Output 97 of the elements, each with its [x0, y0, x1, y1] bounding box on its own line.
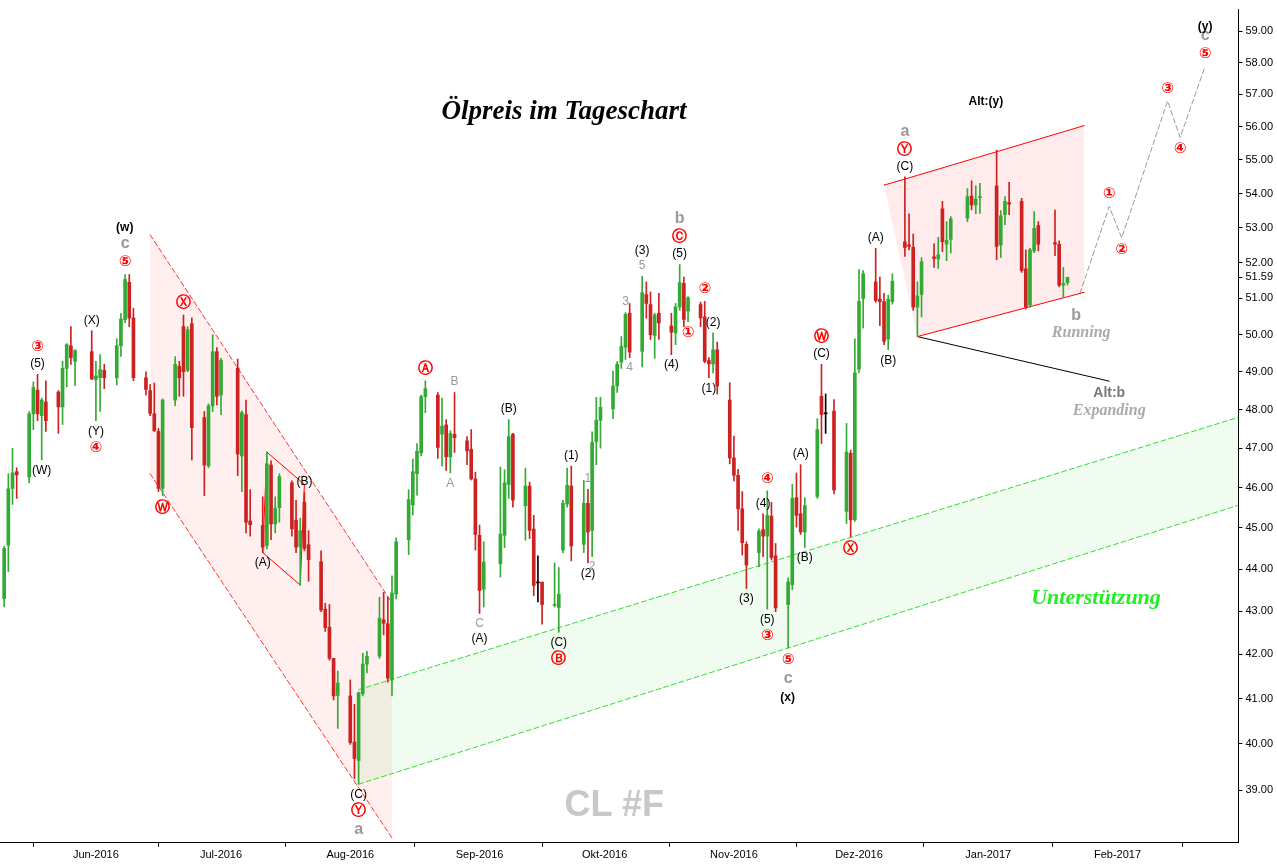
annotation: ⑤: [1198, 44, 1212, 63]
y-tick-label: 56.00: [1245, 119, 1273, 132]
annotation: ④: [760, 468, 774, 487]
annotation: b: [674, 209, 685, 227]
annotation: ②: [698, 279, 712, 298]
annotation: (A): [254, 555, 271, 570]
annotation: Expanding: [1071, 400, 1146, 419]
annotation: ③: [1161, 78, 1174, 97]
annotation: (C): [550, 635, 568, 650]
annotation: B: [450, 374, 459, 389]
annotation: a: [354, 820, 364, 838]
annotation: (A): [867, 230, 884, 245]
y-tick-label: 59.00: [1245, 24, 1273, 37]
annotation: Alt:(y): [968, 94, 1004, 109]
x-tick-label: Aug-2016: [326, 848, 375, 861]
annotation: ⑤: [781, 649, 795, 668]
y-tick-label: 52.00: [1245, 255, 1273, 268]
y-tick-label: 47.00: [1245, 441, 1273, 454]
y-tick-label: 42.00: [1245, 647, 1273, 660]
x-tick-label: Jun-2016: [72, 848, 119, 861]
y-tick-label: 44.00: [1245, 562, 1273, 575]
x-tick-label: Okt-2016: [582, 848, 628, 861]
annotation: (Y): [87, 423, 104, 438]
annotation: Ⓧ: [175, 292, 191, 311]
y-tick-label: 50.00: [1245, 327, 1273, 340]
annotation: (5): [672, 246, 688, 261]
annotation: (C): [896, 158, 914, 173]
annotation: ③: [760, 626, 774, 645]
annotation: (B): [296, 474, 313, 489]
annotation: ①: [1102, 184, 1116, 203]
annotation: ④: [89, 437, 103, 456]
x-tick-label: Jul-2016: [199, 848, 243, 861]
annotation: c: [783, 668, 793, 686]
annotation: (4): [664, 357, 679, 372]
y-tick-label: 43.00: [1245, 604, 1273, 617]
annotation: (W): [32, 462, 52, 477]
annotation: (3): [739, 591, 754, 606]
x-tick-label: Dez-2016: [835, 848, 883, 861]
y-tick-label: 57.00: [1245, 87, 1273, 100]
annotation: Ⓨ: [897, 139, 913, 158]
annotation: 4: [626, 360, 634, 375]
annotation: (x): [780, 690, 795, 705]
annotation: (w): [116, 220, 134, 235]
annotation: Running: [1050, 323, 1111, 342]
annotation: ③: [31, 337, 44, 356]
annotation: (2): [705, 314, 721, 329]
annotation: Ⓧ: [843, 538, 859, 557]
annotation: (3): [634, 243, 650, 258]
annotation: Alt:b: [1093, 383, 1126, 400]
annotation: Unterstützung: [1031, 584, 1161, 610]
annotation: (5): [759, 611, 775, 626]
annotation: Ⓑ: [551, 649, 567, 668]
y-tick-label: 54.00: [1245, 186, 1273, 199]
y-tick-label: 49.00: [1245, 364, 1273, 377]
y-tick-label: 48.00: [1245, 402, 1273, 415]
annotation: (B): [796, 550, 813, 565]
y-tick-label: 40.00: [1245, 736, 1273, 749]
x-tick-label: Feb-2017: [1094, 848, 1142, 861]
annotation: Ⓐ: [417, 358, 433, 377]
annotation: ①: [681, 323, 695, 342]
y-tick-label: 51.00: [1245, 291, 1273, 304]
annotation: (A): [471, 631, 488, 646]
x-tick-label: Jan-2017: [965, 848, 1012, 861]
annotation: C: [475, 616, 485, 631]
annotation: a: [900, 121, 910, 139]
annotation: (B): [880, 352, 897, 367]
y-tick-label: 41.00: [1245, 691, 1273, 704]
annotation: (5): [30, 356, 45, 371]
y-tick-label: 51.59: [1245, 270, 1273, 283]
annotation: (B): [500, 401, 517, 416]
y-tick-label: 58.00: [1245, 55, 1273, 68]
annotation: 5: [638, 258, 646, 273]
annotation: Ⓦ: [155, 497, 171, 516]
annotation: (A): [792, 446, 809, 461]
annotation: Ⓨ: [351, 801, 367, 820]
y-tick-label: 46.00: [1245, 480, 1273, 493]
y-tick-label: 55.00: [1245, 152, 1273, 165]
annotation: Ⓒ: [672, 227, 688, 246]
annotation: 3: [622, 294, 630, 309]
annotation: c: [120, 234, 130, 252]
annotation: ④: [1173, 139, 1187, 158]
annotation: Ⓦ: [813, 327, 829, 346]
x-tick-label: Sep-2016: [455, 848, 504, 861]
annotation: b: [1071, 305, 1082, 323]
annotation: (C): [813, 346, 830, 361]
text: Ölpreis im Tageschart: [441, 95, 687, 126]
annotation: (1): [701, 380, 717, 395]
annotation: ⑤: [118, 252, 132, 271]
x-tick-label: Nov-2016: [710, 848, 758, 861]
annotation: ②: [1115, 239, 1129, 258]
y-tick-label: 39.00: [1245, 783, 1273, 796]
annotation: (1): [563, 448, 579, 463]
annotation: (X): [83, 312, 100, 327]
annotation: (C): [350, 787, 367, 802]
annotation: A: [446, 475, 455, 490]
y-tick-label: 53.00: [1245, 220, 1273, 233]
y-tick-label: 45.00: [1245, 520, 1273, 533]
